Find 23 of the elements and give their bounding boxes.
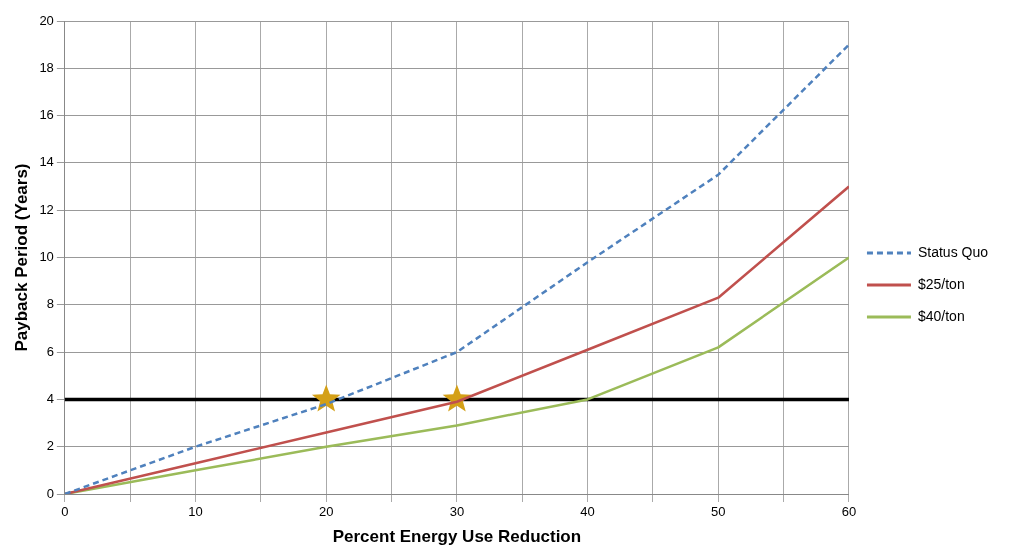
x-tick-label: 20: [318, 504, 334, 520]
y-axis-title: Payback Period (Years): [11, 163, 31, 352]
y-tick-label: 6: [46, 343, 54, 359]
legend-label: $40/ton: [917, 307, 965, 324]
x-tick-label: 40: [580, 504, 595, 520]
y-tick-label: 2: [46, 438, 54, 454]
y-tick-label: 10: [39, 249, 54, 265]
x-tick-label: 60: [841, 504, 857, 520]
x-tick-label: 0: [61, 504, 69, 520]
legend-label: $25/ton: [917, 275, 965, 292]
x-tick-label: 10: [188, 504, 203, 520]
x-tick-label: 30: [449, 504, 465, 520]
legend-label: Status Quo: [917, 243, 989, 260]
y-tick-label: 18: [39, 59, 54, 75]
y-tick-label: 0: [46, 485, 54, 501]
y-tick-label: 16: [39, 107, 54, 123]
y-tick-label: 20: [39, 12, 54, 28]
y-tick-label: 12: [39, 201, 54, 217]
y-tick-label: 8: [46, 296, 54, 312]
x-tick-label: 50: [711, 504, 726, 520]
y-tick-label: 14: [39, 154, 54, 170]
y-tick-label: 4: [46, 390, 54, 406]
x-axis-title: Percent Energy Use Reduction: [332, 527, 582, 547]
